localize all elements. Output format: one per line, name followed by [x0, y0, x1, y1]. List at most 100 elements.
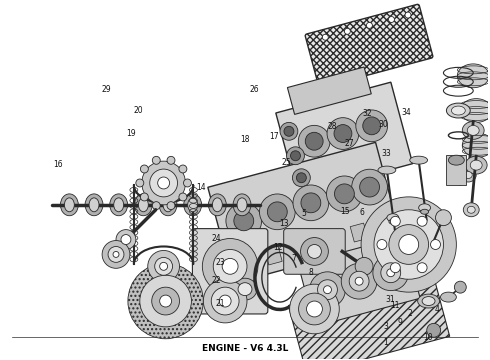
Circle shape	[307, 301, 322, 317]
Ellipse shape	[159, 194, 177, 216]
Ellipse shape	[378, 166, 396, 174]
Circle shape	[367, 22, 372, 28]
Bar	[377, 216, 394, 235]
Text: 8: 8	[308, 268, 313, 277]
Text: 15: 15	[340, 207, 349, 216]
Circle shape	[155, 257, 172, 275]
Circle shape	[417, 263, 427, 273]
Text: 5: 5	[301, 210, 306, 219]
Circle shape	[160, 295, 172, 307]
Ellipse shape	[422, 297, 435, 306]
FancyBboxPatch shape	[289, 267, 450, 360]
FancyBboxPatch shape	[305, 4, 433, 88]
Ellipse shape	[465, 172, 472, 179]
Circle shape	[334, 125, 352, 143]
Text: 28: 28	[328, 122, 337, 131]
Bar	[350, 223, 368, 242]
Circle shape	[301, 193, 321, 213]
Ellipse shape	[64, 198, 74, 212]
Circle shape	[121, 235, 131, 244]
Circle shape	[326, 176, 362, 212]
Circle shape	[219, 295, 231, 307]
Circle shape	[436, 210, 451, 226]
Circle shape	[298, 293, 330, 325]
Circle shape	[387, 269, 395, 277]
Circle shape	[296, 173, 306, 183]
Circle shape	[268, 202, 287, 222]
Circle shape	[234, 211, 254, 231]
Text: 25: 25	[282, 158, 291, 167]
Ellipse shape	[134, 194, 152, 216]
Text: 24: 24	[211, 234, 220, 243]
Ellipse shape	[208, 194, 226, 216]
Ellipse shape	[470, 160, 482, 170]
Circle shape	[318, 280, 338, 300]
Circle shape	[300, 238, 328, 265]
Circle shape	[335, 184, 354, 204]
Circle shape	[298, 125, 330, 157]
Text: 26: 26	[250, 85, 260, 94]
Text: 30: 30	[379, 120, 389, 129]
Ellipse shape	[448, 155, 465, 165]
Circle shape	[260, 194, 295, 230]
Ellipse shape	[60, 194, 78, 216]
Text: 29: 29	[101, 85, 111, 94]
Text: 21: 21	[216, 299, 225, 308]
Circle shape	[202, 239, 258, 294]
Circle shape	[280, 122, 298, 140]
Ellipse shape	[188, 198, 197, 212]
Circle shape	[113, 251, 119, 257]
Circle shape	[399, 235, 418, 255]
Circle shape	[293, 169, 310, 187]
Circle shape	[374, 210, 443, 279]
Circle shape	[211, 287, 239, 315]
Circle shape	[427, 323, 441, 337]
Ellipse shape	[410, 156, 428, 164]
Bar	[446, 155, 466, 185]
Circle shape	[293, 185, 329, 221]
Text: 11: 11	[390, 301, 399, 310]
Circle shape	[183, 179, 192, 187]
Circle shape	[116, 230, 136, 249]
Circle shape	[391, 216, 400, 226]
Ellipse shape	[441, 292, 456, 302]
Text: 14: 14	[196, 183, 206, 192]
Circle shape	[287, 147, 304, 165]
Circle shape	[291, 151, 300, 161]
Ellipse shape	[138, 198, 148, 212]
Circle shape	[389, 225, 429, 264]
Circle shape	[141, 193, 148, 201]
Ellipse shape	[233, 194, 251, 216]
Text: 19: 19	[126, 129, 136, 138]
Ellipse shape	[389, 219, 397, 224]
Circle shape	[391, 263, 400, 273]
Ellipse shape	[467, 206, 475, 213]
Circle shape	[352, 169, 388, 205]
Bar	[265, 246, 282, 265]
Circle shape	[179, 193, 187, 201]
Text: 1: 1	[384, 338, 389, 347]
FancyBboxPatch shape	[193, 229, 268, 314]
Text: 34: 34	[401, 108, 411, 117]
Ellipse shape	[457, 64, 489, 88]
Circle shape	[152, 156, 160, 164]
Circle shape	[142, 161, 185, 205]
Circle shape	[152, 287, 179, 315]
Circle shape	[356, 110, 388, 142]
Ellipse shape	[464, 203, 479, 217]
Ellipse shape	[446, 103, 470, 118]
Circle shape	[152, 202, 160, 210]
Ellipse shape	[163, 198, 173, 212]
Ellipse shape	[184, 194, 201, 216]
Circle shape	[363, 117, 381, 135]
Circle shape	[128, 264, 203, 339]
Circle shape	[160, 262, 168, 270]
Circle shape	[167, 202, 175, 210]
Circle shape	[203, 279, 247, 323]
Ellipse shape	[417, 294, 440, 308]
Circle shape	[108, 247, 124, 262]
Circle shape	[373, 255, 409, 291]
Bar	[240, 253, 257, 272]
Text: 3: 3	[384, 322, 389, 331]
Text: ENGINE - V6 4.3L: ENGINE - V6 4.3L	[202, 344, 288, 353]
